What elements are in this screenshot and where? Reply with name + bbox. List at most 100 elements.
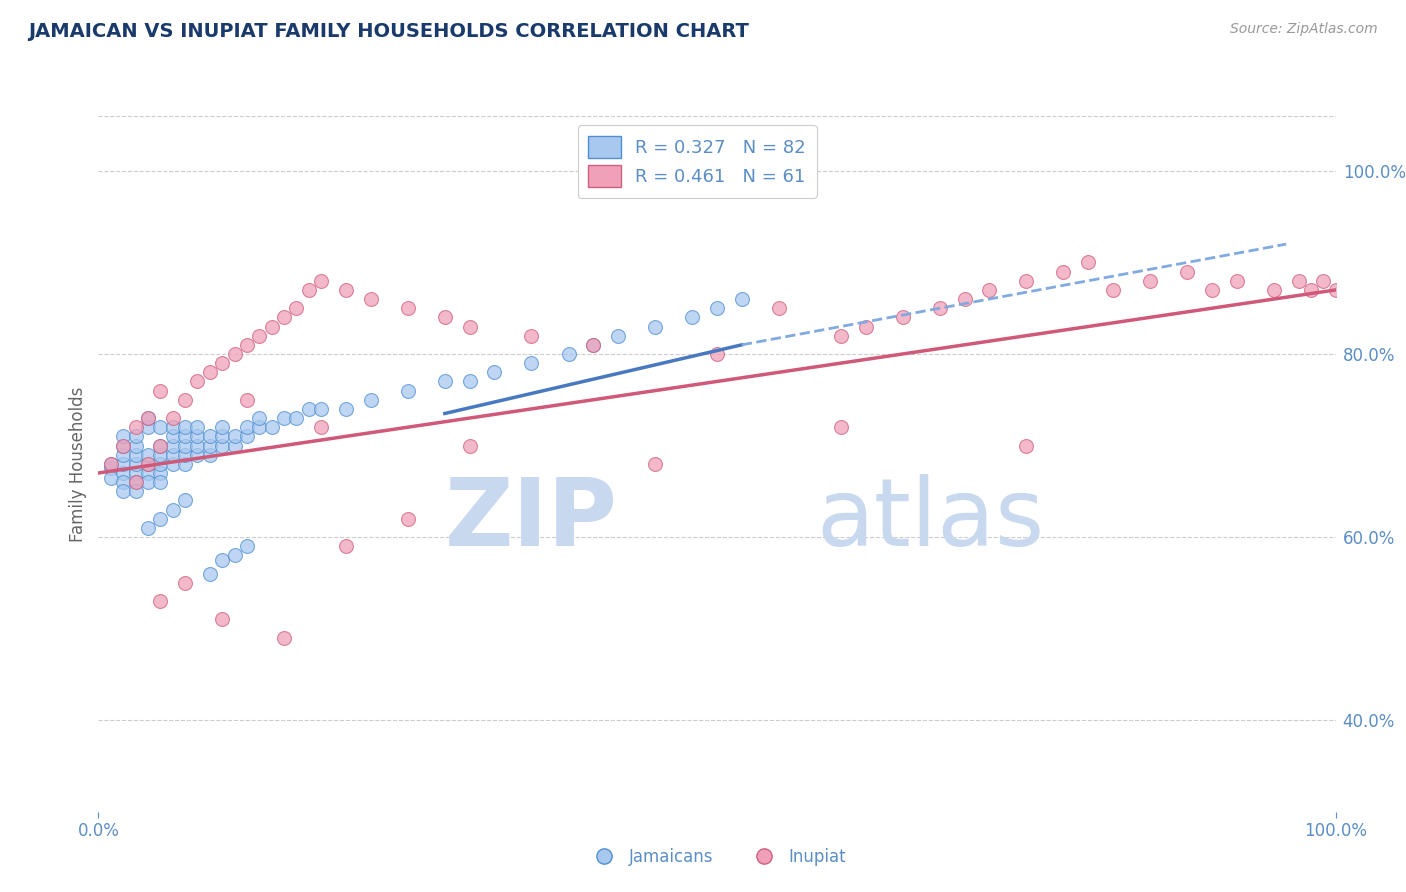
Point — [112, 475, 135, 490]
Point — [100, 457, 122, 471]
Point — [124, 448, 146, 462]
Point — [360, 292, 382, 306]
Point — [149, 384, 172, 398]
Point — [224, 347, 246, 361]
Point — [1015, 438, 1038, 452]
Point — [433, 375, 456, 389]
Point — [433, 310, 456, 325]
Point — [1263, 283, 1285, 297]
Point — [557, 347, 579, 361]
Point — [236, 392, 259, 407]
Point — [100, 461, 122, 475]
Point — [309, 401, 332, 416]
Point — [706, 347, 728, 361]
Point — [112, 429, 135, 443]
Legend: Jamaicans, Inupiat: Jamaicans, Inupiat — [581, 842, 853, 873]
Point — [124, 475, 146, 490]
Point — [360, 392, 382, 407]
Point — [100, 470, 122, 484]
Point — [1139, 274, 1161, 288]
Point — [335, 283, 357, 297]
Point — [298, 283, 321, 297]
Point — [112, 438, 135, 452]
Point — [309, 420, 332, 434]
Point — [298, 401, 321, 416]
Point — [124, 438, 146, 452]
Point — [1324, 283, 1347, 297]
Point — [260, 319, 283, 334]
Point — [396, 384, 419, 398]
Point — [953, 292, 976, 306]
Point — [285, 301, 308, 316]
Point — [174, 448, 197, 462]
Point — [1312, 274, 1334, 288]
Point — [186, 375, 208, 389]
Point — [136, 411, 159, 425]
Point — [211, 438, 233, 452]
Point — [136, 466, 159, 480]
Point — [335, 539, 357, 553]
Point — [1299, 283, 1322, 297]
Point — [174, 429, 197, 443]
Point — [136, 457, 159, 471]
Point — [136, 420, 159, 434]
Point — [396, 512, 419, 526]
Point — [224, 438, 246, 452]
Point — [1052, 264, 1074, 278]
Point — [198, 448, 221, 462]
Point — [174, 392, 197, 407]
Point — [484, 365, 506, 379]
Point — [174, 438, 197, 452]
Point — [162, 411, 184, 425]
Point — [891, 310, 914, 325]
Point — [458, 319, 481, 334]
Point — [458, 438, 481, 452]
Point — [273, 631, 295, 645]
Point — [273, 411, 295, 425]
Point — [830, 328, 852, 343]
Text: Source: ZipAtlas.com: Source: ZipAtlas.com — [1230, 22, 1378, 37]
Text: atlas: atlas — [815, 474, 1045, 566]
Point — [162, 438, 184, 452]
Point — [335, 401, 357, 416]
Point — [100, 457, 122, 471]
Point — [979, 283, 1001, 297]
Point — [149, 512, 172, 526]
Point — [136, 457, 159, 471]
Point — [149, 438, 172, 452]
Point — [198, 566, 221, 581]
Point — [681, 310, 703, 325]
Point — [211, 553, 233, 567]
Point — [1175, 264, 1198, 278]
Point — [607, 328, 630, 343]
Point — [112, 466, 135, 480]
Point — [224, 549, 246, 563]
Point — [1201, 283, 1223, 297]
Point — [211, 429, 233, 443]
Point — [149, 594, 172, 608]
Text: JAMAICAN VS INUPIAT FAMILY HOUSEHOLDS CORRELATION CHART: JAMAICAN VS INUPIAT FAMILY HOUSEHOLDS CO… — [28, 22, 749, 41]
Point — [706, 301, 728, 316]
Point — [124, 429, 146, 443]
Point — [112, 457, 135, 471]
Point — [124, 466, 146, 480]
Point — [186, 448, 208, 462]
Point — [149, 466, 172, 480]
Point — [174, 575, 197, 590]
Point — [136, 521, 159, 535]
Point — [149, 457, 172, 471]
Point — [162, 502, 184, 516]
Point — [124, 484, 146, 499]
Y-axis label: Family Households: Family Households — [69, 386, 87, 541]
Point — [124, 457, 146, 471]
Point — [830, 420, 852, 434]
Point — [285, 411, 308, 425]
Point — [149, 448, 172, 462]
Point — [198, 438, 221, 452]
Point — [162, 448, 184, 462]
Point — [236, 338, 259, 352]
Point — [644, 319, 666, 334]
Point — [855, 319, 877, 334]
Point — [149, 475, 172, 490]
Point — [236, 429, 259, 443]
